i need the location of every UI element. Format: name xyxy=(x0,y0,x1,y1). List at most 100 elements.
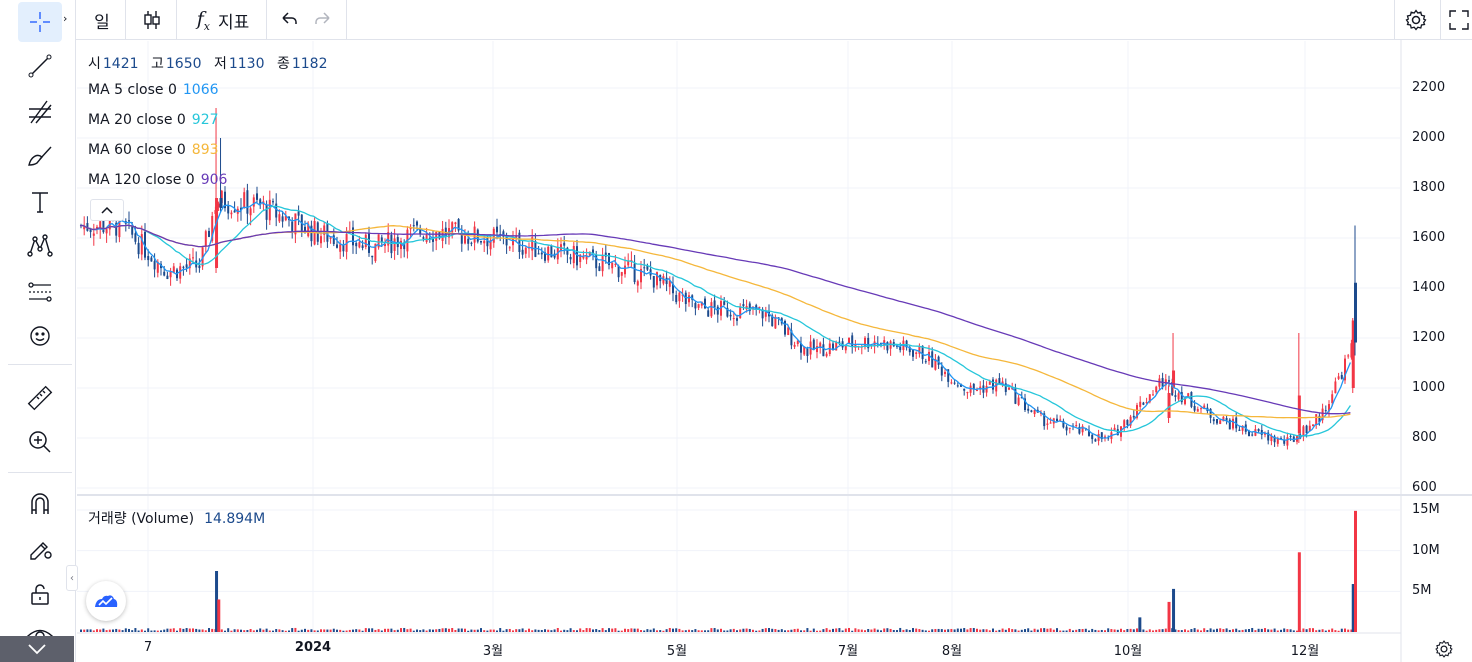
ma60-legend[interactable]: MA 60 close 0 893 xyxy=(88,142,219,158)
candle-body xyxy=(1033,410,1036,415)
candle-body xyxy=(864,337,866,348)
volume-bar xyxy=(480,628,482,632)
lock-drawings-icon[interactable] xyxy=(18,528,62,568)
candle-body xyxy=(284,216,287,221)
ruler-icon[interactable] xyxy=(18,378,62,418)
redo-icon[interactable] xyxy=(308,0,338,40)
candle-body xyxy=(182,266,185,268)
volume-bar xyxy=(448,628,450,632)
candle-body xyxy=(1219,420,1222,424)
smiley-icon[interactable] xyxy=(18,316,62,356)
candle-body xyxy=(1264,433,1266,435)
volume-bar xyxy=(966,629,969,632)
volume-bar xyxy=(246,629,249,632)
candle-body xyxy=(329,237,332,239)
volume-bar xyxy=(1068,628,1071,632)
pattern-icon[interactable] xyxy=(18,226,62,266)
candle-body xyxy=(358,242,361,248)
volume-bar xyxy=(169,628,172,632)
volume-bar xyxy=(857,629,860,632)
volume-bar xyxy=(99,629,102,632)
volume-bar xyxy=(659,630,662,632)
volume-bar xyxy=(355,629,358,632)
volume-bar xyxy=(176,630,178,632)
volume-bar xyxy=(204,630,207,632)
candle-body xyxy=(656,272,658,286)
undo-icon[interactable] xyxy=(274,0,304,40)
volume-bar xyxy=(166,628,169,632)
open-key: 시 xyxy=(88,56,101,72)
volume-bar xyxy=(956,628,959,632)
chevron-right-icon[interactable]: › xyxy=(63,12,68,25)
volume-bar xyxy=(409,628,412,632)
volume-bar xyxy=(163,629,166,632)
candle-body xyxy=(140,234,143,255)
candle-body xyxy=(643,267,646,269)
unlock-icon[interactable] xyxy=(18,574,62,614)
candle-body xyxy=(790,330,793,346)
ma120-value: 906 xyxy=(200,172,228,188)
volume-spike-bar xyxy=(1351,584,1355,632)
volume-bar xyxy=(844,628,847,632)
indicators-button[interactable]: fx 지표 xyxy=(186,0,260,40)
volume-bar xyxy=(1337,630,1340,632)
volume-bar xyxy=(822,629,825,632)
ma20-line xyxy=(79,205,1351,437)
fullscreen-icon[interactable] xyxy=(1446,0,1472,40)
volume-bar xyxy=(534,629,537,632)
trend-line-icon[interactable] xyxy=(18,46,62,86)
candle-body xyxy=(419,228,422,235)
volume-bar xyxy=(444,628,447,632)
candle-body xyxy=(476,229,479,242)
volume-bar xyxy=(713,628,716,632)
spike-candle-body xyxy=(219,198,223,208)
fx-icon: fx xyxy=(196,7,210,33)
volume-bar xyxy=(412,630,415,632)
candle-body xyxy=(1001,381,1004,385)
tradingview-logo[interactable] xyxy=(86,581,126,621)
volume-bar xyxy=(492,629,495,632)
candle-body xyxy=(912,349,914,357)
price-tick-label: 1200 xyxy=(1412,330,1446,345)
candle-body xyxy=(307,223,310,237)
sidebar-collapse-handle[interactable]: ‹ xyxy=(66,565,78,591)
collapse-toolbar-button[interactable] xyxy=(0,636,74,662)
fib-retracement-icon[interactable] xyxy=(18,92,62,132)
candle-body xyxy=(732,318,735,320)
crosshair-icon[interactable] xyxy=(18,2,62,42)
axis-settings-gear-icon[interactable] xyxy=(1432,637,1456,661)
volume-bar xyxy=(1024,629,1026,632)
volume-bar xyxy=(1088,630,1090,632)
volume-bar xyxy=(1280,629,1282,632)
volume-bar xyxy=(1120,628,1122,632)
volume-bar xyxy=(1104,630,1106,632)
volume-bar xyxy=(723,630,726,632)
brush-icon[interactable] xyxy=(18,136,62,176)
volume-bar xyxy=(320,629,322,632)
interval-button[interactable]: 일 xyxy=(94,12,110,33)
zoom-in-icon[interactable] xyxy=(18,422,62,462)
candle-body xyxy=(1238,429,1241,431)
ma20-legend[interactable]: MA 20 close 0 927 xyxy=(88,112,219,128)
text-tool-icon[interactable] xyxy=(18,182,62,222)
volume-bar xyxy=(979,629,982,632)
candle-body xyxy=(896,345,898,347)
ma120-legend[interactable]: MA 120 close 0 906 xyxy=(88,172,227,188)
forecast-icon[interactable] xyxy=(18,272,62,312)
volume-bar xyxy=(620,630,623,632)
volume-bar xyxy=(1094,629,1097,632)
volume-legend[interactable]: 거래량 (Volume) 14.894M xyxy=(88,508,265,528)
ma5-legend[interactable]: MA 5 close 0 1066 xyxy=(88,82,219,98)
volume-bar xyxy=(892,629,895,632)
candle-body xyxy=(281,216,284,222)
candle-body xyxy=(614,263,617,265)
volume-bar xyxy=(294,627,297,632)
collapse-legend-button[interactable] xyxy=(90,199,124,221)
magnet-icon[interactable] xyxy=(18,484,62,524)
volume-bar xyxy=(275,629,278,632)
candle-body xyxy=(454,222,457,225)
candlestick-icon[interactable] xyxy=(134,0,170,40)
candle-body xyxy=(953,382,956,384)
settings-gear-icon[interactable] xyxy=(1398,0,1434,40)
